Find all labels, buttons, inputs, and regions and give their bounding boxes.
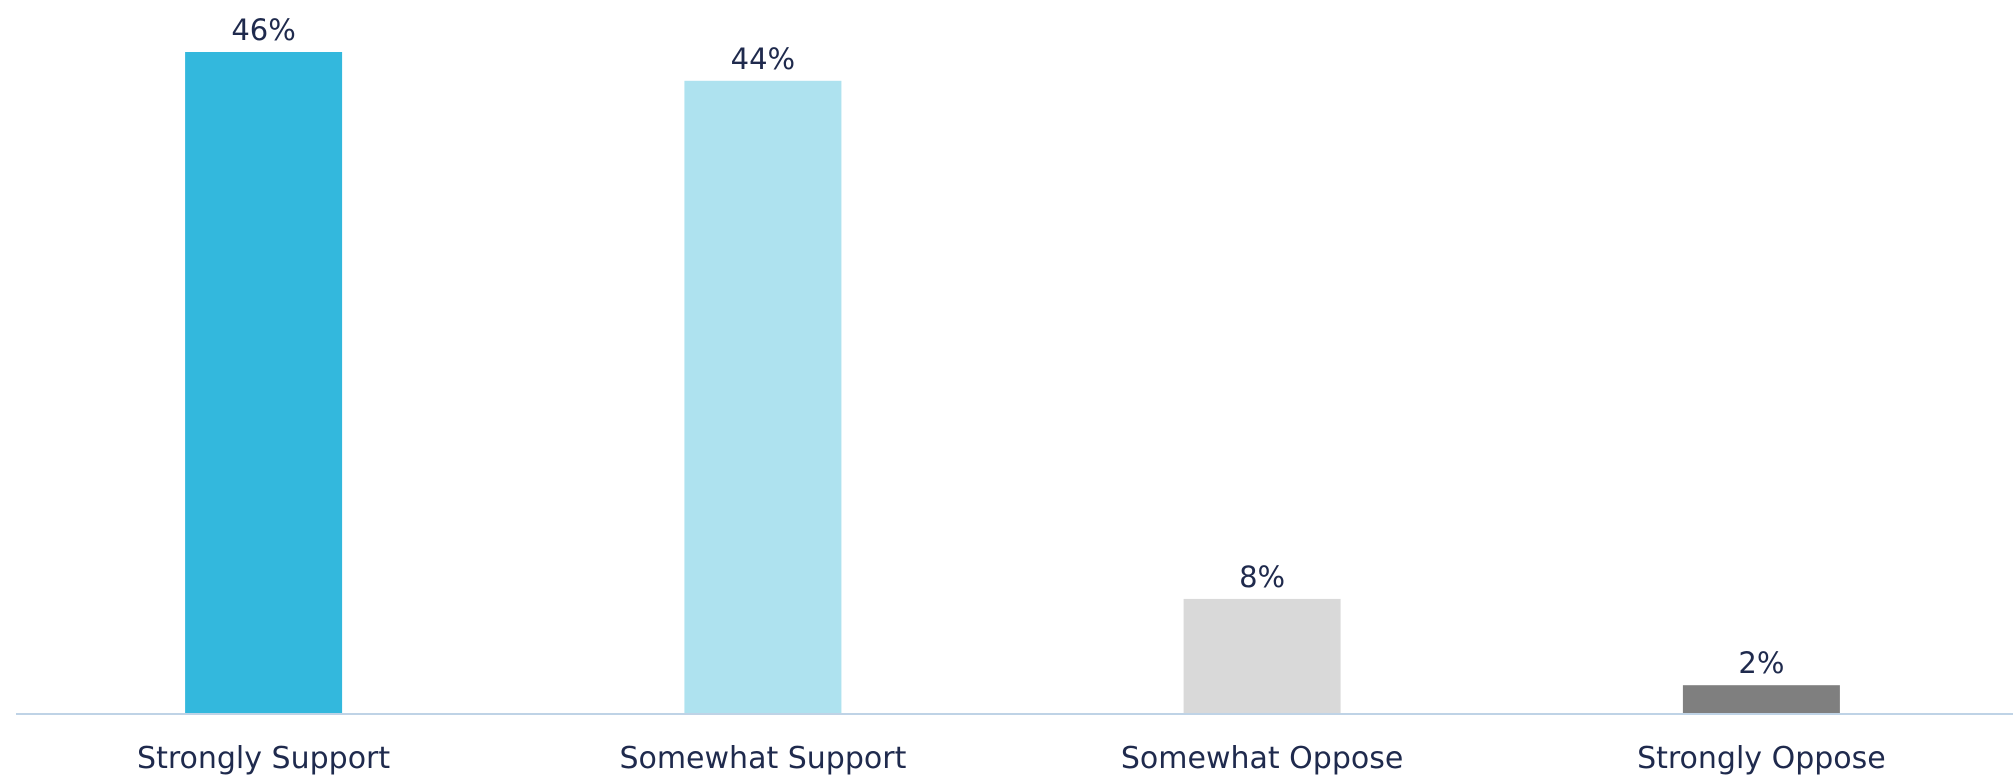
category-label-somewhat-oppose: Somewhat Oppose bbox=[1121, 741, 1403, 776]
category-label-somewhat-support: Somewhat Support bbox=[619, 741, 906, 776]
labels-layer: 46% Strongly Support 44% Somewhat Support 8%… bbox=[137, 13, 1886, 776]
category-label-strongly-support: Strongly Support bbox=[137, 741, 390, 776]
bar-somewhat-oppose bbox=[1183, 598, 1341, 714]
data-label-strongly-oppose: 2% bbox=[1738, 646, 1784, 680]
data-label-somewhat-oppose: 8% bbox=[1239, 560, 1285, 594]
bar-strongly-oppose bbox=[1682, 685, 1840, 714]
bar-strongly-support bbox=[185, 52, 343, 714]
bar-somewhat-support bbox=[684, 80, 842, 715]
data-label-strongly-support: 46% bbox=[231, 13, 295, 47]
bars-layer bbox=[185, 52, 1840, 715]
data-label-somewhat-support: 44% bbox=[731, 42, 795, 76]
category-label-strongly-oppose: Strongly Oppose bbox=[1637, 741, 1886, 776]
